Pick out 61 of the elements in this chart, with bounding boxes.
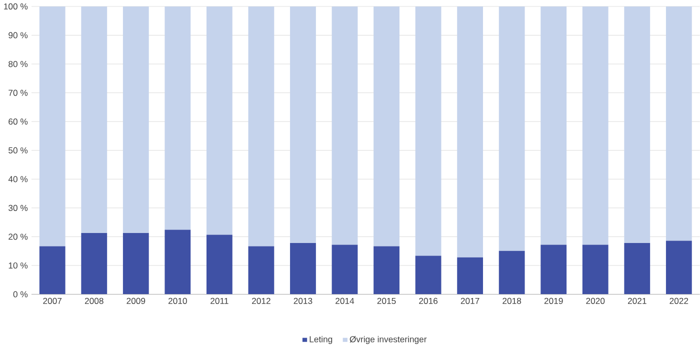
bar <box>624 6 650 244</box>
y-tick-label: 30 % <box>8 204 28 212</box>
x-tick-label: 2009 <box>126 298 146 304</box>
y-tick-label: 40 % <box>8 176 28 182</box>
x-tick-label: 2012 <box>252 298 270 304</box>
x-tick-label: 2010 <box>168 298 187 304</box>
x-tick-label: 2007 <box>43 298 62 304</box>
bar <box>164 230 191 294</box>
bar <box>374 246 400 294</box>
bar <box>666 6 692 241</box>
bar <box>81 233 108 294</box>
bar <box>540 244 567 294</box>
bar <box>122 233 149 294</box>
x-tick-label: 2017 <box>460 298 480 304</box>
x-tick-label: 2016 <box>419 298 438 304</box>
bar <box>374 6 400 246</box>
bar <box>206 234 232 294</box>
x-tick-label: 2014 <box>336 298 354 304</box>
y-tick-label: 10 % <box>8 262 28 269</box>
y-tick-label: 60 % <box>8 118 28 125</box>
x-tick-label: 2022 <box>670 298 688 304</box>
x-tick-label: 2018 <box>502 298 522 304</box>
y-tick-label: 80 % <box>8 61 28 68</box>
x-tick-label: 2020 <box>586 298 605 304</box>
bar <box>206 6 232 235</box>
x-tick-label: 2011 <box>210 298 228 304</box>
y-tick-label: 100 % <box>4 3 28 10</box>
bar <box>415 6 442 256</box>
x-tick-label: 2008 <box>84 298 104 304</box>
bar <box>582 244 608 294</box>
bar <box>81 6 108 234</box>
y-tick-label: 70 % <box>8 90 28 96</box>
bar <box>540 6 567 245</box>
bar <box>290 243 316 294</box>
y-tick-label: 0 % <box>13 291 28 298</box>
x-tick-label: 2015 <box>377 298 396 304</box>
bar <box>332 6 358 245</box>
y-tick-label: 90 % <box>8 32 28 38</box>
bar <box>39 6 66 246</box>
bar <box>39 246 66 294</box>
x-tick-label: 2019 <box>544 298 563 304</box>
legend-label: Leting <box>310 336 332 344</box>
y-tick-label: 50 % <box>8 147 28 154</box>
bar <box>290 6 316 244</box>
bar <box>582 6 608 245</box>
bar <box>624 243 650 294</box>
bar <box>498 250 525 294</box>
legend-label: Øvrige investeringer <box>350 336 427 344</box>
bar <box>415 256 442 294</box>
bar <box>122 6 149 234</box>
bar <box>666 240 692 294</box>
bar <box>457 258 484 294</box>
x-tick-label: 2013 <box>294 298 312 304</box>
x-tick-label: 2021 <box>628 298 646 304</box>
bar <box>248 6 274 246</box>
y-tick-label: 20 % <box>8 234 28 240</box>
bar <box>457 6 484 258</box>
bar <box>332 244 358 294</box>
bar <box>164 6 191 230</box>
bar <box>498 6 525 251</box>
bar <box>248 246 274 294</box>
